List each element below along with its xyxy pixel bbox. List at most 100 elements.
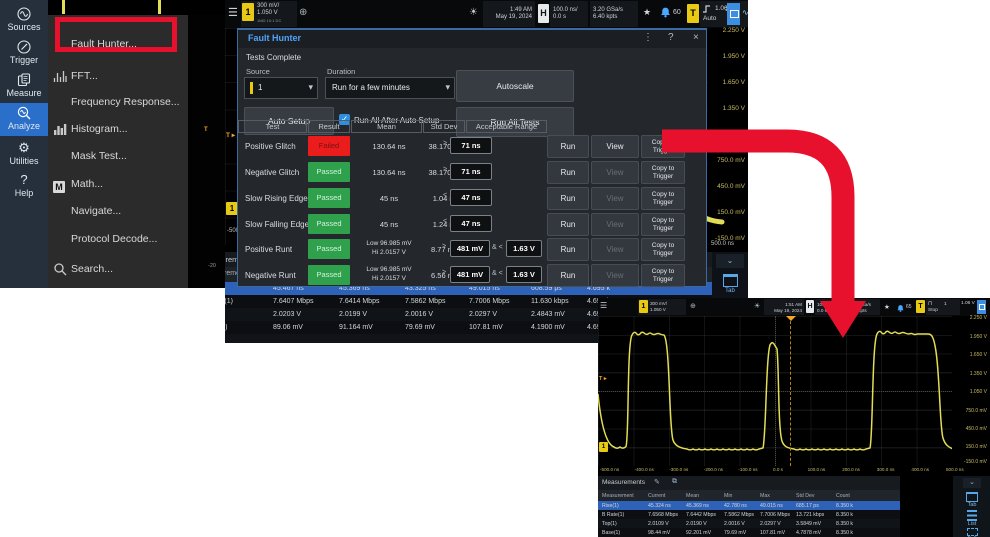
menu-item-navigate[interactable]: Navigate...	[48, 201, 188, 223]
sidebar-item-help[interactable]: ? Help	[0, 170, 48, 203]
measurement-row[interactable]: Top(1) 2.0203 V 2.0199 V 2.0016 V 2.0297 V 2.…	[225, 308, 712, 321]
time-label: 200.0 ns	[842, 467, 860, 472]
sidebar-item-measure[interactable]: Measure	[0, 70, 48, 103]
run-button[interactable]: Run	[547, 187, 589, 210]
brightness-icon[interactable]: ☀	[754, 303, 761, 310]
copy-to-trigger-button[interactable]: Copy to Trigger	[641, 187, 685, 210]
measurement-value: 2.0109 V	[648, 520, 669, 527]
trigger-time-line[interactable]	[790, 316, 791, 466]
horizontal-tile[interactable]: 100.0 ns/ 0.0 s	[815, 299, 843, 315]
help-icon[interactable]: ?	[668, 32, 674, 43]
more-options-icon[interactable]: ⋮	[643, 32, 653, 43]
measurement-row[interactable]: Base(1) 98.44 mV 92.201 mV 79.69 mV 107.81 m…	[598, 528, 900, 537]
notifications-bell-icon[interactable]	[659, 5, 672, 25]
run-button[interactable]: Run	[547, 238, 589, 261]
trigger-badge[interactable]: T	[916, 300, 925, 313]
export-icon[interactable]: ⧉	[672, 478, 677, 485]
run-all-after-autosetup-checkbox[interactable]: ✓	[339, 114, 350, 125]
trigger-level-marker[interactable]: T ▸	[599, 376, 607, 382]
run-button[interactable]: Run	[547, 213, 589, 236]
menu-item-mask-test[interactable]: Mask Test...	[48, 146, 188, 168]
run-button[interactable]: Run	[547, 264, 589, 287]
copy-to-trigger-button[interactable]: Copy to Trigger	[641, 264, 685, 287]
channel-1-badge[interactable]: 1	[242, 3, 254, 21]
trigger-time-marker[interactable]	[786, 316, 796, 321]
view-button[interactable]: View	[591, 213, 639, 236]
measurements-tab[interactable]: Measurements ✎ ⧉	[598, 476, 900, 490]
trigger-source: 1	[725, 6, 729, 13]
horizontal-badge[interactable]: H	[806, 300, 814, 313]
limit-input[interactable]: 71 ns	[450, 163, 492, 180]
limit-input[interactable]: 71 ns	[450, 137, 492, 154]
view-button[interactable]: View	[591, 264, 639, 287]
waveform-tools-icon[interactable]: ∿	[742, 8, 749, 17]
view-button[interactable]: View	[591, 161, 639, 184]
autoscale-button[interactable]: Autoscale	[456, 70, 574, 102]
limit-input-2[interactable]: 1.63 V	[506, 266, 542, 283]
channel-1-badge[interactable]: 1	[639, 300, 648, 313]
hamburger-menu-icon[interactable]: ☰	[600, 301, 608, 310]
add-channel-icon[interactable]: ⊕	[299, 7, 308, 18]
sidebar-item-sources[interactable]: Sources	[0, 4, 48, 37]
channel-1-tile[interactable]: 1 300 mV/ 1.050 V 1MΩ 10:1 DC	[241, 1, 297, 27]
copy-to-trigger-button[interactable]: Copy to Trigger	[641, 213, 685, 236]
copy-to-trigger-button[interactable]: Copy to Trigger	[641, 135, 685, 158]
horizontal-tile[interactable]: 100.0 ns/ 0.0 s	[550, 1, 588, 27]
source-dropdown[interactable]: 1 ▾	[244, 77, 318, 99]
limit-input[interactable]: 481 mV	[450, 240, 490, 257]
limit-input-2[interactable]: 1.63 V	[506, 240, 542, 257]
sidebar-item-utilities[interactable]: ⚙ Utilities	[0, 138, 48, 171]
trigger-tile[interactable]: ⊓ Stop 1	[926, 299, 960, 315]
sidebar-item-analyze[interactable]: Analyze	[0, 103, 48, 136]
tab-view-button[interactable]: Tab	[959, 492, 985, 508]
menu-item-frequency-response[interactable]: Frequency Response...	[48, 92, 188, 114]
measurement-value: 2.4843 mV	[531, 311, 565, 318]
notifications-bell-icon[interactable]	[896, 301, 905, 319]
measurement-row[interactable]: Top(1) 2.0109 V 2.0190 V 2.0016 V 2.0297 V 3.…	[598, 519, 900, 528]
copy-to-trigger-button[interactable]: Copy to Trigger	[641, 161, 685, 184]
trigger-badge[interactable]: T	[687, 4, 699, 23]
collapse-chevron-icon[interactable]: ⌄	[716, 254, 744, 268]
full-view-button[interactable]: Full	[959, 528, 985, 537]
run-button[interactable]: Run	[547, 135, 589, 158]
trigger-level-marker[interactable]: T ▸	[226, 132, 236, 139]
run-button[interactable]: Run	[547, 161, 589, 184]
sidebar-item-trigger[interactable]: Trigger	[0, 37, 48, 70]
limit-input[interactable]: 47 ns	[450, 189, 492, 206]
collapse-chevron-icon[interactable]: ⌄	[963, 478, 981, 488]
view-button[interactable]: View	[591, 135, 639, 158]
limit-input[interactable]: 47 ns	[450, 215, 492, 232]
measurement-row[interactable]: Rise(1) 45.324 ns 45.369 ns 42.780 ns 49.015…	[598, 501, 900, 510]
auto-setup-button[interactable]: Auto Setup	[244, 107, 334, 135]
view-button[interactable]: View	[591, 187, 639, 210]
zone-qualify-icon[interactable]	[727, 3, 740, 25]
dialog-header[interactable]: Fault Hunter ⋮ ? ×	[238, 30, 706, 48]
menu-item-fft[interactable]: FFT...	[48, 66, 188, 88]
horizontal-badge[interactable]: H	[538, 4, 549, 23]
hamburger-menu-icon[interactable]: ☰	[228, 7, 238, 19]
limit-input[interactable]: 481 mV	[450, 266, 490, 283]
menu-item-histogram[interactable]: Histogram...	[48, 119, 188, 141]
scope-background-strip	[48, 0, 225, 15]
view-button[interactable]: View	[591, 238, 639, 261]
source-value: 1	[258, 83, 263, 92]
menu-item-search[interactable]: Search...	[48, 259, 188, 281]
brightness-icon[interactable]: ☀	[469, 7, 478, 18]
measurement-row[interactable]: B Rate(1) 7.6568 Mbps 7.6442 Mbps 7.5862 Mb…	[598, 510, 900, 519]
zone-qualify-icon[interactable]	[977, 300, 986, 314]
edit-pencil-icon[interactable]: ✎	[654, 479, 660, 486]
favorites-star-icon[interactable]: ★	[884, 304, 890, 311]
tab-view-button[interactable]: Tab	[718, 274, 742, 294]
channel-1-tile[interactable]: 1 300 mV/ 1.050 V	[638, 299, 686, 315]
menu-item-protocol-decode[interactable]: Protocol Decode...	[48, 229, 188, 251]
channel1-ground-marker[interactable]: 1	[226, 202, 238, 215]
add-channel-icon[interactable]: ⊕	[690, 303, 696, 310]
duration-dropdown[interactable]: Run for a few minutes ▾	[325, 77, 455, 99]
channel1-ground-marker[interactable]: 1	[599, 442, 608, 452]
close-icon[interactable]: ×	[693, 32, 699, 43]
list-view-button[interactable]: List	[959, 510, 985, 527]
trigger-tile[interactable]: Auto 1	[700, 1, 748, 27]
menu-item-math[interactable]: M Math...	[48, 174, 188, 196]
copy-to-trigger-button[interactable]: Copy to Trigger	[641, 238, 685, 261]
favorites-star-icon[interactable]: ★	[643, 7, 652, 17]
